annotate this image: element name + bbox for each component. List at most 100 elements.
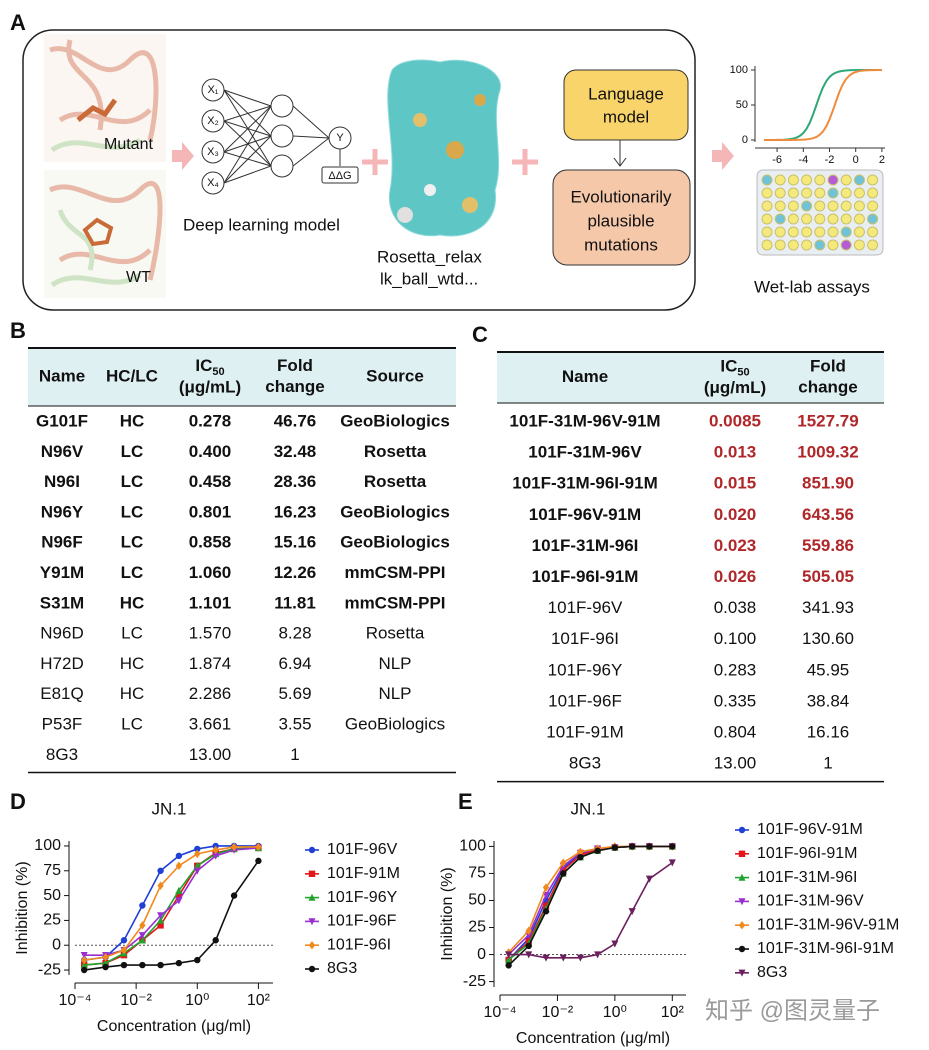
node-label: Y xyxy=(336,132,344,144)
cell: 1.101 xyxy=(189,593,232,612)
tick-label: 100 xyxy=(730,64,748,76)
cell: 0.283 xyxy=(714,660,757,679)
point xyxy=(175,886,183,894)
cell: 16.23 xyxy=(274,502,317,521)
tick-label: 0 xyxy=(742,134,748,146)
cell: 13.00 xyxy=(189,745,232,764)
cell: H72D xyxy=(40,654,83,673)
mini-chart: 0 50 100 -6 -4 -2 0 2 xyxy=(730,64,885,166)
cell: 15.16 xyxy=(274,533,317,552)
point xyxy=(611,844,619,851)
well xyxy=(761,226,773,238)
well xyxy=(853,200,865,212)
curve xyxy=(763,69,882,141)
well xyxy=(801,226,813,238)
cell: 1527.79 xyxy=(797,411,858,430)
chart-title: JN.1 xyxy=(571,799,606,818)
node-label: X₁ xyxy=(207,84,218,96)
series-line xyxy=(84,847,259,966)
cell: 45.95 xyxy=(807,660,850,679)
well xyxy=(814,239,826,251)
well xyxy=(867,200,879,212)
well xyxy=(853,226,865,238)
point xyxy=(139,902,146,909)
cell: 1 xyxy=(823,754,832,773)
point xyxy=(230,892,238,899)
mutant-label: Mutant xyxy=(104,136,153,153)
node xyxy=(201,140,225,164)
legend-marker xyxy=(738,826,746,834)
mutations-box xyxy=(552,169,691,266)
well xyxy=(814,187,826,199)
cell: LC xyxy=(121,624,143,643)
cell: 0.020 xyxy=(714,505,757,524)
point xyxy=(193,861,201,870)
point xyxy=(594,847,601,854)
cell: 101F-31M-96V xyxy=(528,443,642,462)
cell: LC xyxy=(121,502,144,521)
x-axis-label: Concentration (μg/ml) xyxy=(516,1030,670,1047)
legend-marker xyxy=(738,850,746,857)
cell: 0.013 xyxy=(714,443,757,462)
point xyxy=(505,962,512,969)
edge xyxy=(292,135,330,139)
tick-label: 50 xyxy=(736,99,748,111)
panel-label: D xyxy=(10,789,26,814)
cell: Rosetta xyxy=(364,442,427,461)
point xyxy=(212,852,220,860)
cell: mmCSM-PPI xyxy=(344,563,445,582)
point xyxy=(525,951,533,959)
point xyxy=(645,875,653,883)
x-tick-label: 10² xyxy=(661,1004,685,1021)
cell: Y91M xyxy=(40,563,84,582)
cell: 101F-96Y xyxy=(548,660,623,679)
cell: 46.76 xyxy=(274,411,317,430)
well xyxy=(787,187,799,199)
header: change xyxy=(265,377,325,396)
cell: 0.458 xyxy=(189,472,232,491)
cell: 1 xyxy=(290,745,299,764)
legend-label: 101F-31M-96V-91M xyxy=(757,916,899,933)
tick-label: -4 xyxy=(798,154,808,166)
legend-marker xyxy=(738,898,746,906)
well xyxy=(840,187,852,199)
well xyxy=(867,213,879,225)
x-tick-label: 10⁻² xyxy=(542,1004,574,1021)
point xyxy=(175,959,183,967)
legend-label: 101F-31M-96I xyxy=(757,869,858,886)
cell: GeoBiologics xyxy=(340,502,450,521)
cell: E81Q xyxy=(40,684,83,703)
cell: mmCSM-PPI xyxy=(344,593,445,612)
well xyxy=(853,174,865,186)
cell: LC xyxy=(121,563,144,582)
well xyxy=(827,239,839,251)
cell: 0.100 xyxy=(714,629,757,648)
wet-lab-label: Wet-lab assays xyxy=(754,277,870,296)
box-label: Language xyxy=(588,84,664,103)
cell: HC xyxy=(120,593,145,612)
tick-label: -6 xyxy=(772,154,782,166)
edge xyxy=(292,105,330,139)
cell: 2.286 xyxy=(189,684,232,703)
legend-label: 101F-96F xyxy=(327,913,397,930)
well xyxy=(801,239,813,251)
x-tick-label: 10⁰ xyxy=(185,992,209,1009)
cell: N96D xyxy=(40,624,83,643)
legend-marker xyxy=(308,965,316,973)
box-label: model xyxy=(603,107,649,126)
cell: 28.36 xyxy=(274,472,317,491)
y-tick-label: 100 xyxy=(34,837,61,854)
well xyxy=(827,174,839,186)
point xyxy=(594,951,602,959)
point xyxy=(157,922,164,929)
well xyxy=(787,200,799,212)
wt-label: WT xyxy=(126,269,151,286)
well xyxy=(867,226,879,238)
legend-label: 101F-96Y xyxy=(327,889,398,906)
well xyxy=(774,213,786,225)
header: Fold xyxy=(277,356,313,375)
legend-marker xyxy=(738,921,746,930)
point xyxy=(81,955,88,965)
plus xyxy=(362,149,388,175)
box-label: Evolutionarily xyxy=(570,187,672,206)
